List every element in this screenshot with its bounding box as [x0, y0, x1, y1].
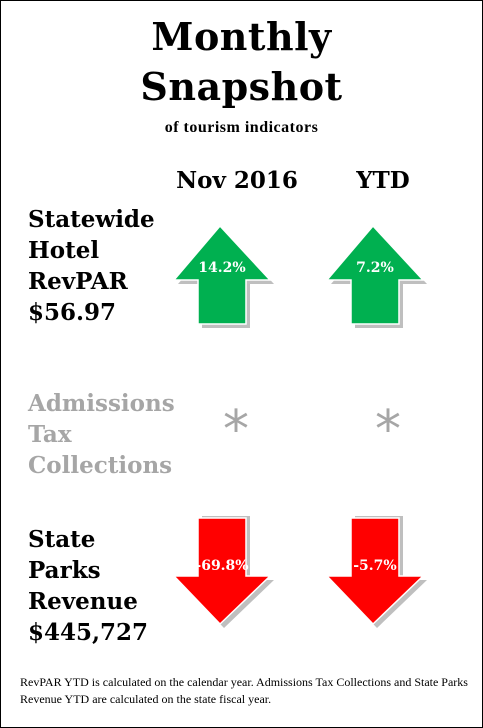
- change-value-revpar-month: 14.2%: [198, 260, 246, 276]
- row-label-line: State: [28, 526, 96, 553]
- title-line-1: Monthly: [151, 14, 332, 59]
- up-arrow-icon: 14.2%: [170, 224, 274, 328]
- change-value-parks-ytd: -5.7%: [353, 558, 397, 574]
- row-label-line: Statewide: [28, 206, 155, 233]
- down-arrow-icon: -69.8%: [170, 516, 274, 628]
- column-header-month: Nov 2016: [176, 167, 298, 194]
- subtitle: of tourism indicators: [164, 119, 319, 136]
- asterisk-icon: *: [223, 400, 249, 460]
- row-label-hotel-revpar: Statewide Hotel RevPAR $56.97: [28, 204, 155, 328]
- title-line-2: Snapshot: [140, 64, 343, 109]
- row-label-line: Collections: [28, 452, 173, 479]
- up-arrow-icon: 7.2%: [323, 224, 427, 328]
- footnote: RevPAR YTD is calculated on the calendar…: [20, 675, 468, 706]
- row-label-line: Parks: [28, 557, 101, 584]
- row-label-line: Revenue: [28, 588, 138, 615]
- row-label-line: Hotel: [28, 237, 100, 264]
- row-label-line: Tax: [28, 421, 72, 448]
- row-label-value: $56.97: [28, 299, 117, 326]
- down-arrow-icon: -5.7%: [323, 516, 427, 628]
- row-label-line: Admissions: [28, 390, 175, 417]
- row-label-line: RevPAR: [28, 268, 128, 295]
- column-header-ytd: YTD: [356, 167, 410, 194]
- row-label-value: $445,727: [28, 619, 149, 646]
- asterisk-icon: *: [375, 400, 401, 460]
- row-label-state-parks: State Parks Revenue $445,727: [28, 524, 148, 648]
- change-value-revpar-ytd: 7.2%: [356, 260, 394, 276]
- change-value-parks-month: -69.8%: [195, 558, 249, 574]
- row-label-admissions-tax: Admissions Tax Collections: [28, 388, 175, 481]
